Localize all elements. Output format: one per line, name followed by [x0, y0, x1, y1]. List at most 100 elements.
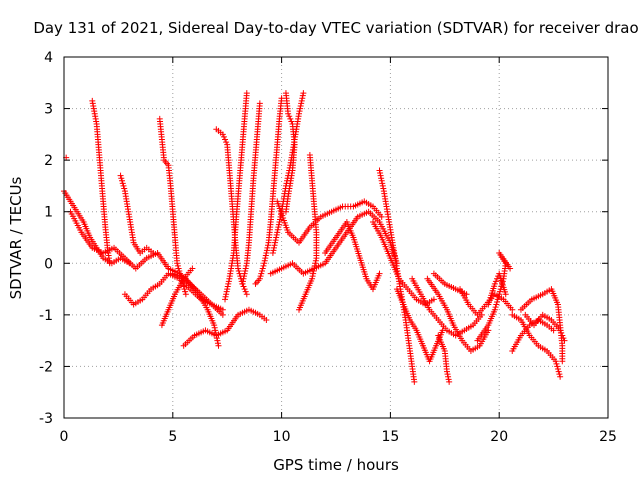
series-arc4 [117, 172, 157, 256]
data-point [220, 133, 227, 140]
data-point [261, 260, 268, 267]
series-arc24 [409, 275, 485, 339]
data-point [411, 378, 418, 385]
data-point [507, 265, 514, 272]
x-tick-label: 10 [273, 429, 291, 445]
data-point [310, 270, 317, 277]
data-point [174, 260, 181, 267]
data-point [283, 180, 290, 187]
data-point [313, 255, 320, 262]
data-point [287, 162, 294, 169]
data-point [446, 378, 453, 385]
data-point [241, 273, 248, 280]
series-arc23 [393, 286, 446, 365]
data-point [262, 252, 269, 259]
data-point [559, 358, 566, 365]
data-point [298, 100, 305, 107]
data-point [296, 306, 303, 313]
data-point [180, 283, 187, 290]
data-point [213, 335, 220, 342]
data-point [117, 172, 124, 179]
data-point [276, 216, 283, 223]
x-tick-label: 15 [381, 429, 399, 445]
data-point [557, 327, 564, 334]
plot-border [63, 56, 609, 419]
data-point [491, 280, 498, 287]
y-tick-label: 1 [44, 205, 53, 221]
data-point [276, 219, 283, 226]
data-point [493, 301, 500, 308]
data-point [296, 108, 303, 115]
series-arc14 [252, 95, 285, 287]
data-point [224, 286, 231, 293]
data-point [265, 242, 271, 249]
x-tick-label: 5 [168, 429, 177, 445]
series-arc16 [269, 90, 307, 256]
data-point [286, 164, 293, 171]
series-arc33 [517, 286, 566, 365]
data-point [285, 172, 292, 179]
series-arc20 [322, 219, 383, 293]
data-point [225, 278, 232, 285]
data-point [242, 265, 249, 272]
data-point [377, 170, 384, 177]
data-point [236, 270, 243, 277]
data-point [258, 270, 265, 277]
data-point [263, 247, 270, 254]
series-arc19 [274, 198, 385, 246]
data-point [496, 288, 503, 295]
data-point [509, 306, 516, 313]
series-arc22 [369, 219, 437, 308]
data-point [259, 265, 266, 272]
x-tick-label: 0 [60, 429, 69, 445]
series-arc3 [89, 97, 113, 267]
data-point [243, 262, 250, 269]
y-axis-label: SDTVAR / TECUs [7, 176, 25, 299]
data-point [118, 175, 125, 182]
data-point [552, 358, 559, 365]
data-point [554, 366, 561, 373]
data-point [491, 306, 498, 313]
y-tick-label: -3 [39, 411, 53, 427]
data-point [214, 340, 221, 347]
data-point [175, 265, 182, 272]
data-point [120, 182, 127, 189]
data-point [252, 280, 259, 287]
series-arc10 [158, 265, 196, 329]
y-tick-label: 3 [44, 102, 53, 118]
data-point [225, 280, 232, 287]
data-point [239, 280, 246, 287]
data-point [378, 177, 385, 184]
y-tick-label: -1 [39, 308, 53, 324]
data-point [274, 226, 281, 233]
data-point [284, 175, 291, 182]
data-point [219, 131, 226, 138]
data-point [243, 260, 250, 267]
data-point [264, 244, 271, 251]
data-point [287, 115, 294, 122]
data-point [242, 288, 249, 295]
data-point [263, 249, 270, 256]
series-arc9 [180, 306, 270, 349]
data-point [182, 291, 189, 298]
series-arc13 [239, 100, 263, 287]
data-point [430, 296, 437, 303]
data-point [485, 327, 492, 334]
series-arc18 [267, 208, 400, 277]
data-point [174, 262, 181, 269]
data-point [494, 298, 501, 305]
data-point [285, 170, 292, 177]
data-point [444, 371, 451, 378]
plot-frame [63, 56, 609, 419]
data-point [377, 172, 384, 179]
data-point [241, 286, 248, 293]
data-point [235, 265, 242, 272]
series-arc26 [435, 332, 453, 385]
data-point [379, 180, 386, 187]
data-point [561, 337, 568, 344]
data-point [297, 102, 304, 109]
data-point [445, 376, 452, 383]
data-point [556, 371, 563, 378]
data-point [222, 296, 229, 303]
data-point [235, 268, 242, 275]
